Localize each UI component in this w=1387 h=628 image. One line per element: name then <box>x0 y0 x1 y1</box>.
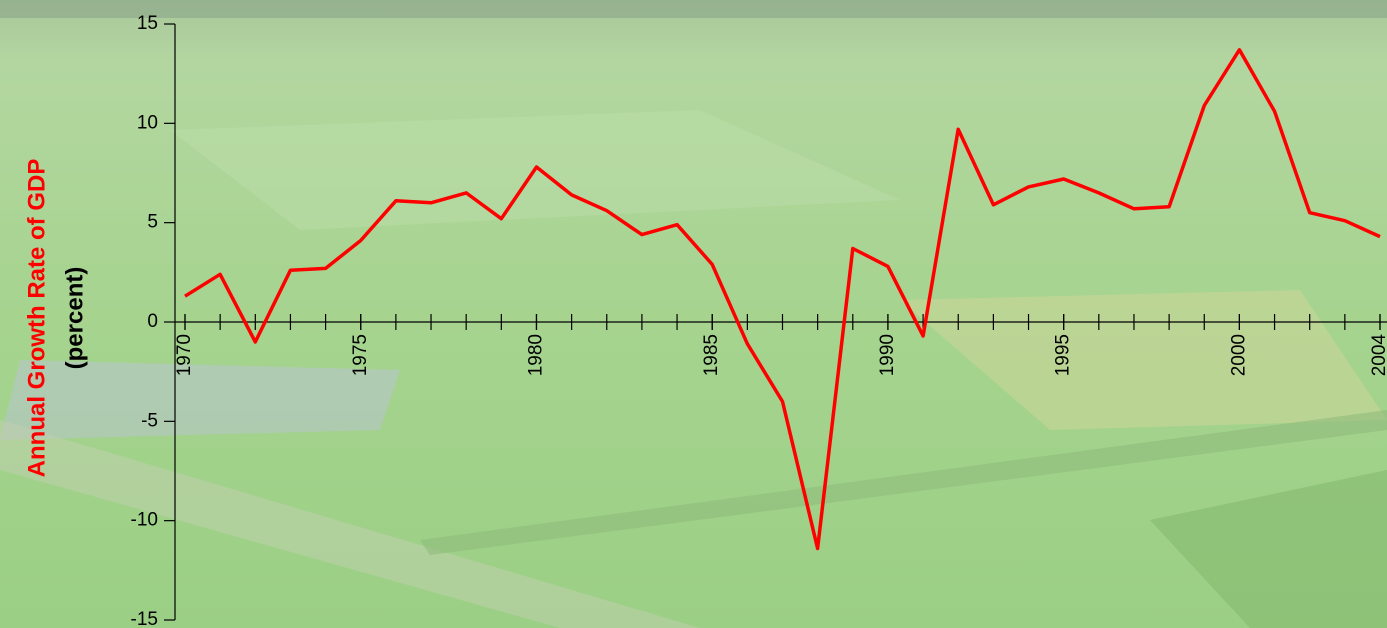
y-tick-label: 10 <box>137 112 158 133</box>
x-tick-label: 1980 <box>525 334 546 376</box>
y-tick-label: 0 <box>147 311 158 332</box>
y-tick-label: 5 <box>147 212 158 233</box>
x-tick-label: 1970 <box>174 334 195 376</box>
y-tick-label: -15 <box>131 609 158 628</box>
x-tick-label: 1995 <box>1053 334 1074 376</box>
x-tick-label: 2000 <box>1228 334 1249 376</box>
x-tick-label: 2004 <box>1369 334 1387 377</box>
y-tick-label: 15 <box>137 13 158 34</box>
x-tick-label: 1975 <box>350 334 371 376</box>
y-axis-unit: (percent) <box>61 267 88 370</box>
x-tick-label: 1990 <box>877 334 898 376</box>
y-axis-title: Annual Growth Rate of GDP <box>23 159 50 478</box>
y-tick-label: -10 <box>131 510 158 531</box>
background-photo <box>0 0 1387 628</box>
chart: Annual Growth Rate of GDP (percent) -15 -… <box>0 0 1387 628</box>
x-tick-label: 1985 <box>701 334 722 376</box>
y-tick-label: -5 <box>141 410 158 431</box>
